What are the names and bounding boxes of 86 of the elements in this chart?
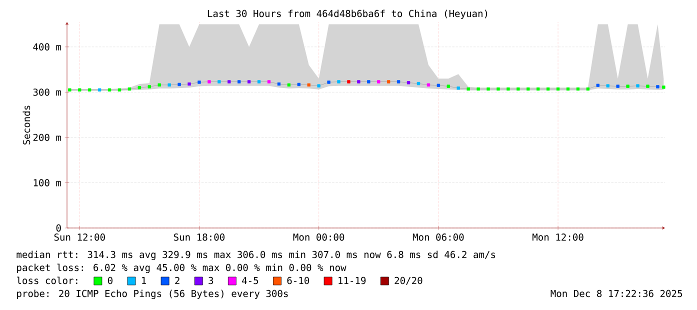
y-axis-title: Seconds bbox=[22, 106, 30, 144]
point bbox=[556, 87, 560, 91]
point bbox=[267, 80, 271, 84]
text: median rtt: 314.3 ms avg 329.9 ms max 306.0 ms min 307.0 ms now 6.8 ms sd 46.2 am/s bbox=[16, 250, 496, 260]
point bbox=[426, 83, 430, 87]
point bbox=[646, 84, 650, 88]
text: packet loss: 6.02 % avg 45.00 % max 0.00 % min 0.00 % now bbox=[17, 264, 346, 274]
point bbox=[88, 88, 92, 92]
point bbox=[626, 84, 630, 88]
point bbox=[576, 87, 580, 91]
legend-label: 11-19 bbox=[338, 276, 366, 284]
point bbox=[496, 87, 500, 91]
point bbox=[168, 83, 171, 87]
point bbox=[108, 88, 112, 92]
point bbox=[526, 87, 530, 91]
point bbox=[138, 86, 142, 90]
point bbox=[78, 88, 82, 92]
point bbox=[566, 87, 570, 91]
point bbox=[118, 88, 122, 92]
x-tick-label: Sun 12:00 bbox=[54, 234, 105, 241]
legend-label: 3 bbox=[208, 276, 214, 284]
point bbox=[606, 84, 610, 88]
point bbox=[257, 80, 261, 84]
point bbox=[616, 84, 620, 88]
point bbox=[238, 80, 241, 84]
legend-label: 1 bbox=[142, 277, 146, 284]
point bbox=[476, 87, 480, 91]
point bbox=[188, 82, 191, 86]
text: Mon Dec 8 17:22:36 2025 bbox=[550, 290, 682, 298]
y-tick-label: 200 m bbox=[33, 134, 62, 142]
point bbox=[396, 80, 400, 84]
point bbox=[406, 81, 410, 84]
point bbox=[198, 80, 201, 84]
point bbox=[506, 87, 510, 91]
point bbox=[228, 80, 231, 84]
point bbox=[287, 83, 291, 87]
legend-label: 0 bbox=[108, 276, 112, 284]
point bbox=[208, 80, 211, 84]
y-tick-label: 100 m bbox=[34, 179, 62, 186]
point bbox=[128, 87, 132, 91]
point bbox=[546, 87, 550, 91]
legend-label: 2 bbox=[175, 276, 180, 284]
point bbox=[446, 84, 450, 88]
point bbox=[277, 82, 281, 86]
point bbox=[656, 85, 660, 88]
point bbox=[466, 87, 470, 91]
legend-title: loss color: bbox=[16, 276, 78, 284]
point bbox=[377, 80, 380, 84]
x-tick-label: Mon 00:00 bbox=[293, 234, 344, 241]
text: probe: 20 ICMP Echo Pings (56 Bytes) every 300s bbox=[17, 290, 288, 300]
point bbox=[337, 80, 340, 84]
y-tick-label: 0 bbox=[56, 224, 61, 232]
chart-title: Last 30 Hours from 464d48b6ba6f to China (Heyuan) bbox=[208, 10, 488, 19]
legend-label: 20/20 bbox=[394, 276, 422, 285]
point bbox=[367, 80, 370, 84]
point bbox=[387, 80, 390, 84]
point bbox=[68, 88, 72, 92]
point bbox=[148, 85, 151, 88]
point bbox=[357, 80, 360, 84]
point bbox=[297, 82, 300, 86]
legend-label: 4-5 bbox=[242, 277, 258, 284]
x-tick-label: Mon 06:00 bbox=[412, 234, 464, 241]
point bbox=[636, 84, 640, 88]
point bbox=[456, 86, 460, 90]
point bbox=[347, 80, 350, 84]
point bbox=[436, 84, 440, 87]
point bbox=[536, 87, 540, 91]
point bbox=[178, 82, 181, 86]
point bbox=[586, 87, 590, 91]
x-tick-label: Mon 12:00 bbox=[532, 234, 584, 241]
y-tick-label: 400 m bbox=[33, 43, 62, 51]
point bbox=[596, 84, 600, 87]
y-tick-label: 300 m bbox=[33, 88, 62, 96]
legend-label: 6-10 bbox=[287, 276, 310, 284]
point bbox=[327, 80, 330, 84]
point bbox=[158, 83, 161, 87]
point bbox=[247, 80, 251, 84]
point bbox=[516, 87, 520, 91]
point bbox=[486, 87, 490, 91]
point bbox=[98, 88, 102, 92]
point bbox=[317, 84, 320, 88]
point bbox=[218, 80, 221, 84]
point bbox=[416, 82, 420, 86]
x-tick-label: Sun 18:00 bbox=[174, 234, 225, 241]
point bbox=[662, 86, 666, 89]
point bbox=[307, 83, 310, 87]
